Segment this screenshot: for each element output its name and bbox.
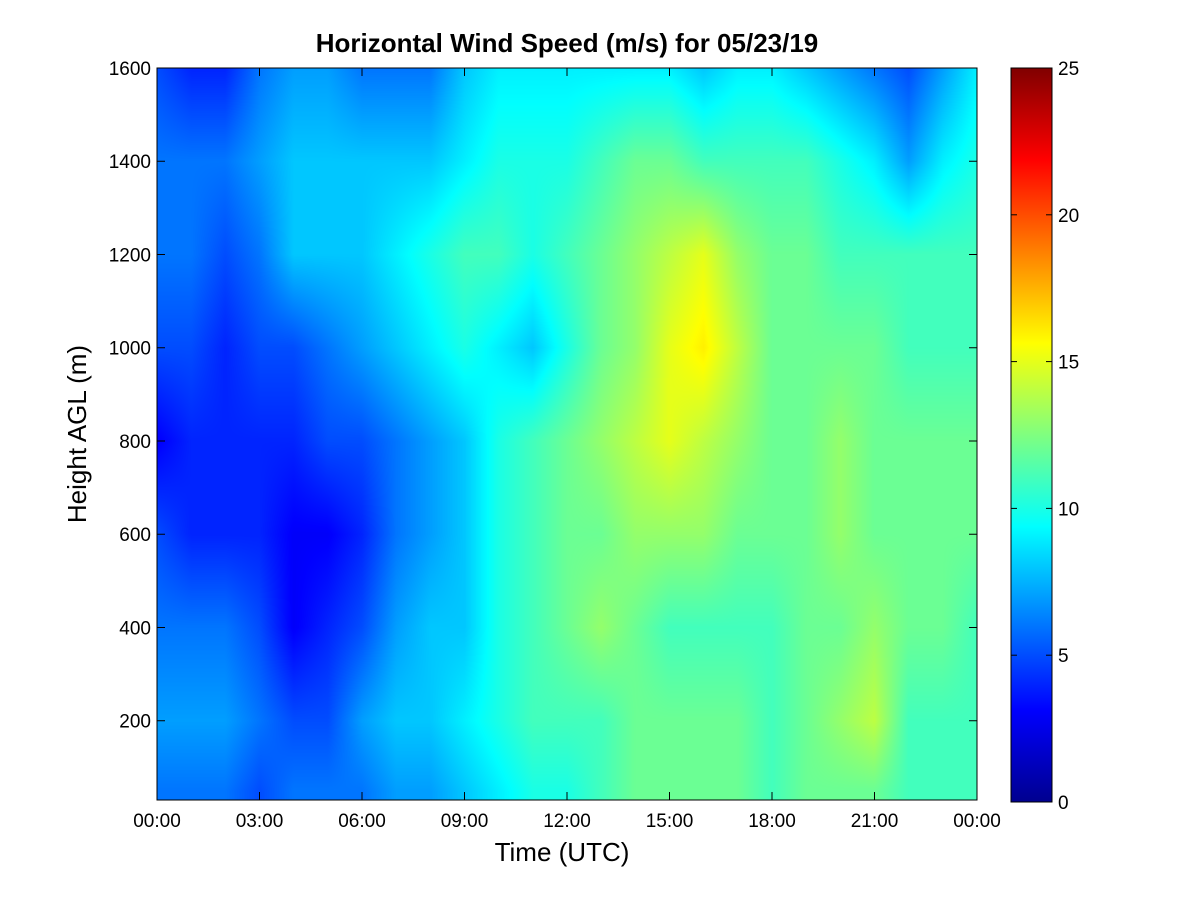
chart-title: Horizontal Wind Speed (m/s) for 05/23/19 — [316, 28, 819, 58]
colorbar-tick-label: 15 — [1058, 353, 1079, 374]
x-tick-label: 00:00 — [953, 811, 1001, 832]
colorbar-tick-label: 5 — [1058, 646, 1069, 667]
colorbar-tick-label: 10 — [1058, 499, 1079, 520]
colorbar-tick-label: 0 — [1058, 793, 1069, 814]
y-axis: 200 400 600 800 1000 1200 1400 1600 — [109, 59, 977, 733]
plot-area — [156, 67, 978, 801]
y-tick-label: 1600 — [109, 59, 151, 80]
colorbar: 0 5 10 15 20 25 — [1010, 59, 1079, 814]
colorbar-tick-label: 20 — [1058, 206, 1079, 227]
x-tick-label: 00:00 — [133, 811, 181, 832]
y-tick-label: 200 — [119, 712, 151, 733]
y-tick-label: 1400 — [109, 152, 151, 173]
x-tick-label: 15:00 — [646, 811, 694, 832]
y-tick-label: 400 — [119, 618, 151, 639]
colorbar-tick-label: 25 — [1058, 59, 1079, 80]
y-tick-label: 1200 — [109, 245, 151, 266]
y-tick-label: 600 — [119, 525, 151, 546]
x-tick-label: 09:00 — [441, 811, 489, 832]
x-axis: 00:00 03:00 06:00 09:00 12:00 15:00 18:00 21:00… — [133, 68, 1001, 832]
colorbar-gradient — [1010, 67, 1053, 803]
heatmap-surface — [157, 68, 977, 800]
y-tick-label: 1000 — [109, 339, 151, 360]
x-tick-label: 18:00 — [748, 811, 796, 832]
x-axis-label: Time (UTC) — [495, 837, 630, 867]
x-tick-label: 03:00 — [236, 811, 284, 832]
x-tick-label: 12:00 — [543, 811, 591, 832]
colorbar-ticks: 0 5 10 15 20 25 — [1011, 59, 1079, 814]
y-tick-label: 800 — [119, 432, 151, 453]
y-axis-label: Height AGL (m) — [62, 345, 92, 523]
x-tick-label: 21:00 — [851, 811, 899, 832]
x-tick-label: 06:00 — [338, 811, 386, 832]
